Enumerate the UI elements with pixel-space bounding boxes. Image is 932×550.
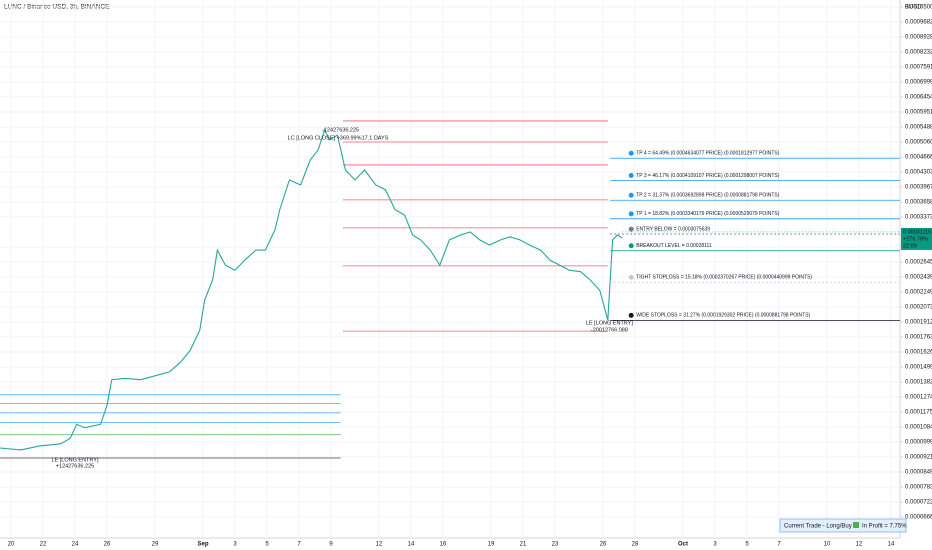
- x-tick-label: 5: [265, 542, 269, 548]
- y-tick-label: 0.00009996: [905, 440, 932, 446]
- y-tick-label: 0.00046665: [905, 155, 932, 161]
- y-tick-label: 0.00009217: [905, 455, 932, 461]
- y-tick-label: 0.00096820: [905, 20, 932, 26]
- y-tick-label: 0.00014994: [905, 365, 932, 371]
- x-tick-label: 28: [632, 542, 639, 548]
- x-tick-label: 26: [104, 542, 111, 548]
- trade-level-label: TIGHT STOPLOSS = 15.18% (0.0002370267 PR…: [636, 275, 812, 281]
- x-tick-label: Oct: [678, 542, 688, 548]
- x-tick-label: 3: [713, 542, 717, 548]
- status-profit: In Profit = 7.75%: [862, 524, 907, 530]
- y-axis-label: BUSD: [905, 5, 922, 11]
- y-tick-label: 0.00054882: [905, 125, 932, 131]
- trade-level-label: TP 1 = 18.82% (0.0003340179 PRICE) (0.00…: [636, 211, 780, 217]
- y-tick-label: 0.00033737: [905, 215, 932, 221]
- x-tick-label: 24: [72, 542, 79, 548]
- y-tick-label: 0.00019123: [905, 320, 932, 326]
- signal-annotation: LE [LONG ENTRY]: [52, 457, 99, 463]
- y-tick-label: 0.00007227: [905, 500, 932, 506]
- x-tick-label: 16: [440, 542, 447, 548]
- y-tick-label: 0.00017634: [905, 335, 932, 341]
- status-trade: Current Trade - Long/Buy: [784, 524, 852, 530]
- y-tick-label: 0.00020739: [905, 305, 932, 311]
- status-box: [779, 518, 907, 533]
- y-tick-label: 0.00082325: [905, 50, 932, 56]
- x-tick-label: 7: [777, 542, 781, 548]
- trade-level-label: TP 2 = 31.37% (0.0003692898 PRICE) (0.00…: [636, 193, 780, 199]
- x-tick-label: 14: [408, 542, 415, 548]
- trade-level-label: TP 3 = 46.17% (0.0004109107 PRICE) (0.00…: [636, 173, 780, 179]
- y-tick-label: 0.00010840: [905, 425, 932, 431]
- trade-level-label: ENTRY BELOW = 0.0003075639: [636, 226, 710, 232]
- last-price-label: 0.00031115: [903, 229, 931, 235]
- y-tick-label: 0.00024391: [905, 275, 932, 281]
- level-icon: [628, 243, 634, 249]
- y-tick-label: 0.00105000: [905, 4, 932, 10]
- level-icon: [628, 150, 634, 156]
- y-tick-label: 0.00013826: [905, 380, 932, 386]
- y-tick-label: 0.00039678: [905, 185, 932, 191]
- x-tick-label: 14: [888, 542, 895, 548]
- trade-level-label: TP 4 = 64.49% (0.0004634077 PRICE) (0.00…: [636, 151, 780, 157]
- y-tick-label: 0.00043030: [905, 170, 932, 176]
- level-icon: [628, 192, 634, 198]
- level-icon: [628, 211, 634, 217]
- last-price-time: 22:09: [903, 243, 917, 249]
- y-tick-label: 0.00016260: [905, 350, 932, 356]
- last-price-change: +276.78%: [903, 236, 928, 242]
- axes: 0.00105000 0.00096820 0.00089280 0.00082325…: [8, 4, 932, 548]
- signal-annotation: LE [LONG ENTRY]: [586, 321, 633, 327]
- y-tick-label: 0.00050607: [905, 140, 932, 146]
- signal-annotation: -12427636.225: [322, 127, 359, 133]
- level-icon: [628, 226, 634, 232]
- x-tick-label: 7: [297, 542, 301, 548]
- y-tick-label: 0.00006664: [905, 515, 932, 521]
- level-icon: [628, 172, 634, 178]
- y-tick-label: 0.00012749: [905, 395, 932, 401]
- x-tick-label: 10: [824, 542, 831, 548]
- x-tick-label: 12: [856, 542, 863, 548]
- signal-annotation: 17.1 DAYS: [362, 135, 389, 141]
- y-tick-label: 0.00007837: [905, 485, 932, 491]
- x-tick-label: 20: [8, 542, 15, 548]
- x-tick-label: 3: [233, 542, 237, 548]
- x-tick-label: 19: [488, 542, 495, 548]
- y-tick-label: 0.00036587: [905, 200, 932, 206]
- price-line: [0, 128, 623, 451]
- y-tick-label: 0.00022491: [905, 290, 932, 296]
- level-icon: [628, 312, 634, 318]
- signal-annotation: -20012766.088: [591, 328, 628, 334]
- x-tick-label: 23: [552, 542, 559, 548]
- status-icon: [853, 522, 859, 528]
- x-tick-label: 9: [329, 542, 333, 548]
- y-tick-label: 0.00008499: [905, 470, 932, 476]
- x-tick-label: 12: [376, 542, 383, 548]
- x-tick-label: 22: [40, 542, 47, 548]
- x-tick-label: 5: [745, 542, 749, 548]
- y-tick-label: 0.00089280: [905, 35, 932, 41]
- grid: [0, 0, 900, 538]
- signal-annotation: LC [LONG CLOSE] +369.99%: [288, 135, 362, 141]
- x-tick-label: Sep: [197, 542, 208, 548]
- x-tick-label: 21: [520, 542, 527, 548]
- x-tick-label: 26: [600, 542, 607, 548]
- trade-level-label: WIDE STOPLOSS = 31.27% (0.0001929302 PRI…: [636, 313, 810, 319]
- y-tick-label: 0.00011756: [905, 410, 932, 416]
- level-icon: [628, 274, 634, 280]
- y-tick-label: 0.00064546: [905, 95, 932, 101]
- x-tick-label: 29: [152, 542, 159, 548]
- y-tick-label: 0.00075912: [905, 65, 932, 71]
- y-tick-label: 0.00026451: [905, 260, 932, 266]
- y-tick-label: 0.00059518: [905, 110, 932, 116]
- plot: TP 4 = 64.49% (0.0004634077 PRICE) (0.00…: [0, 120, 900, 469]
- y-tick-label: 0.00069999: [905, 80, 932, 86]
- trade-level-label: BREAKOUT LEVEL = 0.00028111: [636, 243, 712, 249]
- last-price-tag: [901, 227, 932, 250]
- signal-annotation: +12427636.225: [56, 463, 94, 469]
